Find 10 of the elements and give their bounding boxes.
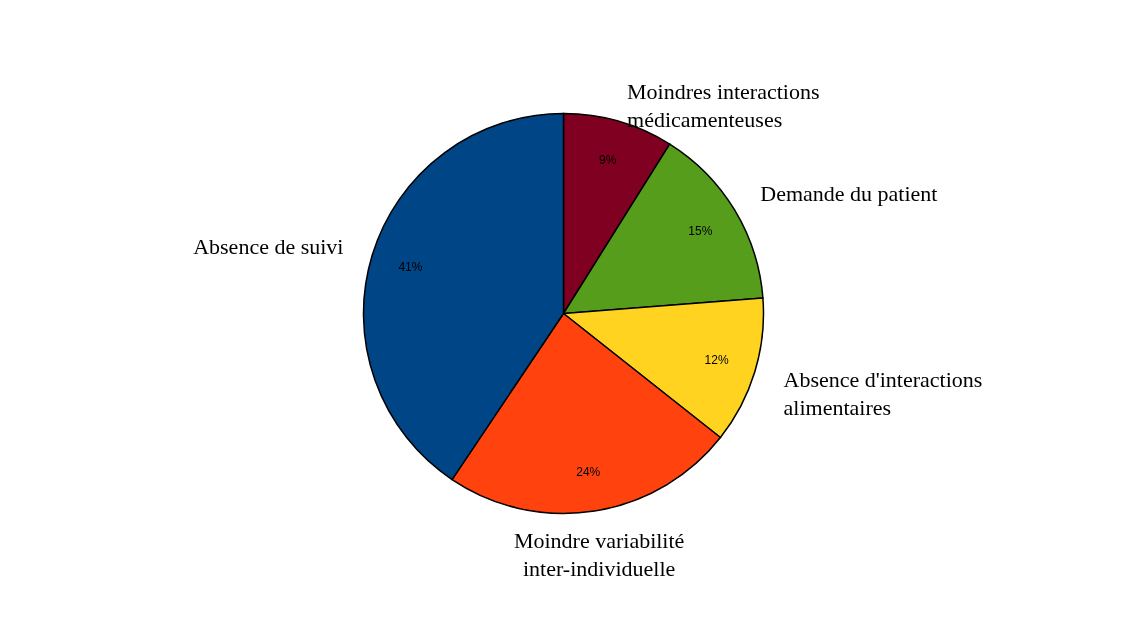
data-label: 24% <box>576 464 601 479</box>
slice-label: Absence de suivi <box>193 233 344 259</box>
slice-label: Demande du patient <box>760 181 938 207</box>
data-label: 12% <box>704 353 729 368</box>
data-label: 9% <box>599 152 617 167</box>
slice-label: Absence d'interactions alimentaires <box>783 367 983 421</box>
slice-label: Moindre variabilité inter-individuelle <box>513 527 685 581</box>
slice-label: Moindres interactions médicamenteuses <box>627 79 820 133</box>
data-label: 15% <box>688 223 713 238</box>
data-label: 41% <box>398 259 423 274</box>
